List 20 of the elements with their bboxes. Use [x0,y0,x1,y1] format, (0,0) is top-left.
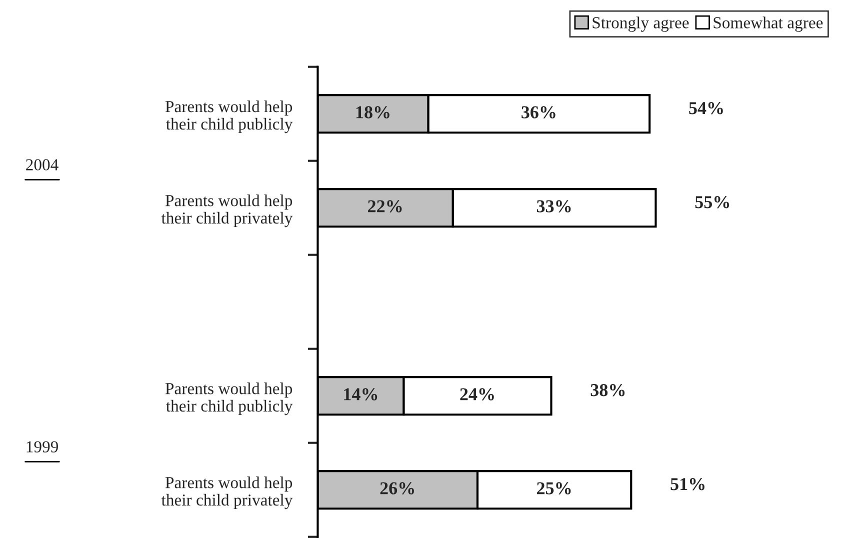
total-label: 55% [695,196,730,208]
y-tick-label: Parents would help their child privately [161,194,293,228]
y-tick-label: Parents would help their child publicly [165,382,293,416]
total-label: 54% [689,102,723,114]
total-label: 51% [670,478,704,490]
text: 2004 [26,159,58,170]
legend-label: Somewhat agree [714,16,823,32]
data-label: 36% [522,106,556,118]
text: 1999 [26,441,58,452]
data-label: 25% [537,482,571,494]
data-label: 26% [380,482,414,494]
total-label: 38% [590,384,625,396]
data-label: 22% [368,200,402,212]
y-tick-label: Parents would help their child publicly [165,100,293,134]
data-label: 18% [356,106,390,118]
legend-label: Strongly agree [592,16,689,32]
data-label: 14% [344,388,378,400]
data-label: 24% [460,388,494,400]
y-tick-label: Parents would help their child privately [161,476,293,510]
data-label: 33% [536,200,571,212]
